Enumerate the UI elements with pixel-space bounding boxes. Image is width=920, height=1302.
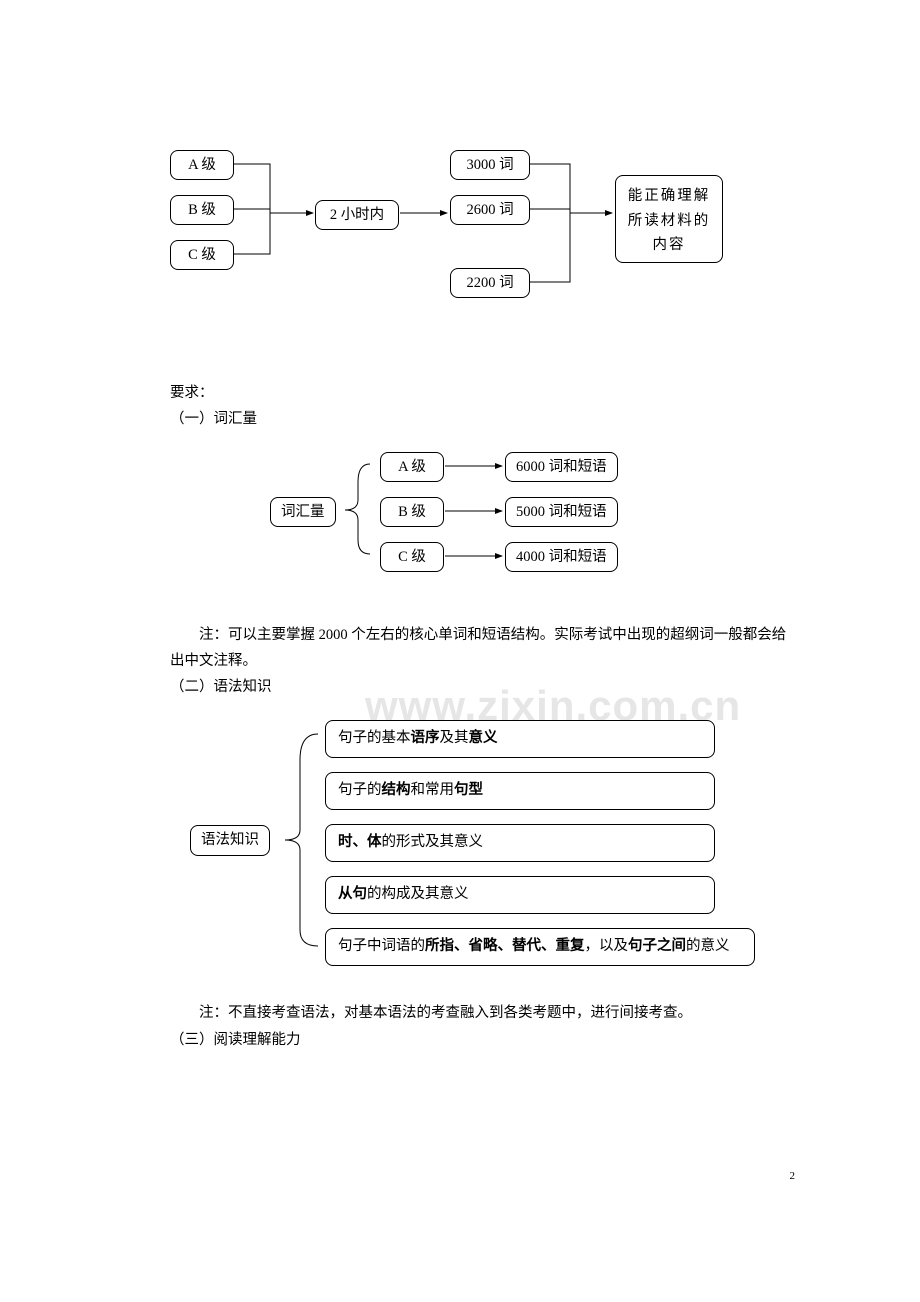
gi2-pre: 句子的	[338, 782, 382, 798]
gi5-b2: 句子之间	[628, 938, 686, 954]
gi1-mid: 及其	[440, 730, 469, 746]
note-2-text: 注：不直接考查语法，对基本语法的考查融入到各类考题中，进行间接考查。	[170, 1000, 790, 1026]
subsection-1-heading: （一）词汇量	[170, 406, 790, 432]
subsection-2-heading: （二）语法知识	[170, 674, 790, 700]
level-b-box: B 级	[170, 195, 234, 225]
grammar-item-2: 句子的结构和常用句型	[325, 772, 715, 810]
note-1-text: 注：可以主要掌握 2000 个左右的核心单词和短语结构。实际考试中出现的超纲词一…	[170, 622, 790, 674]
grammar-root-box: 语法知识	[190, 825, 270, 855]
vocab-c-box: C 级	[380, 542, 444, 572]
level-c-box: C 级	[170, 240, 234, 270]
words-3000-box: 3000 词	[450, 150, 530, 180]
diagram-vocabulary: 词汇量 A 级 B 级 C 级 6000 词和短语 5000 词和短语 4000…	[170, 442, 790, 592]
vocab-b-box: B 级	[380, 497, 444, 527]
gi1-pre: 句子的基本	[338, 730, 411, 746]
gi5-post: 的意义	[686, 938, 730, 954]
vocab-a-box: A 级	[380, 452, 444, 482]
note-block-1: 注：可以主要掌握 2000 个左右的核心单词和短语结构。实际考试中出现的超纲词一…	[170, 622, 790, 700]
page: A 级 B 级 C 级 2 小时内 3000 词 2600 词 2200 词 能…	[0, 0, 920, 1302]
vocab-5000-box: 5000 词和短语	[505, 497, 618, 527]
grammar-item-1: 句子的基本语序及其意义	[325, 720, 715, 758]
gi3-b1: 时、体	[338, 834, 382, 850]
words-2200-box: 2200 词	[450, 268, 530, 298]
gi2-b1: 结构	[382, 782, 411, 798]
grammar-item-4: 从句的构成及其意义	[325, 876, 715, 914]
diagram-levels-words: A 级 B 级 C 级 2 小时内 3000 词 2600 词 2200 词 能…	[170, 150, 790, 350]
gi1-b2: 意义	[469, 730, 498, 746]
words-2600-box: 2600 词	[450, 195, 530, 225]
vocab-4000-box: 4000 词和短语	[505, 542, 618, 572]
grammar-item-3: 时、体的形式及其意义	[325, 824, 715, 862]
gi5-pre: 句子中词语的	[338, 938, 425, 954]
gi2-b2: 句型	[454, 782, 483, 798]
time-box: 2 小时内	[315, 200, 399, 230]
gi4-mid: 的构成及其意义	[367, 886, 469, 902]
gi4-b1: 从句	[338, 886, 367, 902]
page-number: 2	[790, 1170, 796, 1182]
gi1-b1: 语序	[411, 730, 440, 746]
grammar-item-5: 句子中词语的所指、省略、替代、重复，以及句子之间的意义	[325, 928, 755, 966]
diagram-grammar: 语法知识 句子的基本语序及其意义 句子的结构和常用句型 时、体的形式及其意义 从…	[170, 710, 790, 990]
gi3-mid: 的形式及其意义	[382, 834, 484, 850]
subsection-3-heading: （三）阅读理解能力	[170, 1027, 790, 1053]
content-area: A 级 B 级 C 级 2 小时内 3000 词 2600 词 2200 词 能…	[170, 0, 790, 1053]
gi5-b1: 所指、省略、替代、重复	[425, 938, 585, 954]
gi5-mid: ，以及	[585, 938, 629, 954]
requirements-heading: 要求：	[170, 380, 790, 406]
vocab-6000-box: 6000 词和短语	[505, 452, 618, 482]
level-a-box: A 级	[170, 150, 234, 180]
diagram2-lines	[170, 442, 790, 592]
result-box: 能正确理解所读材料的内容	[615, 175, 723, 263]
gi2-mid: 和常用	[411, 782, 455, 798]
vocab-root-box: 词汇量	[270, 497, 336, 527]
